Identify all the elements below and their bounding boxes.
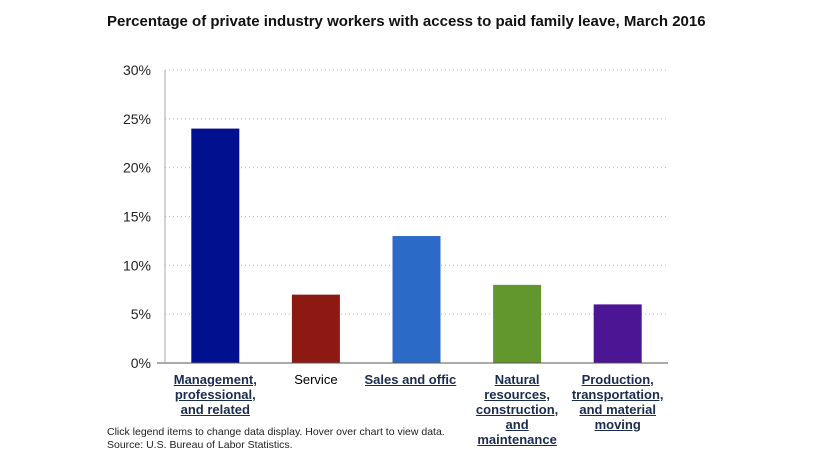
y-tick-label: 0%: [131, 355, 151, 371]
y-tick-label: 20%: [123, 160, 151, 176]
y-tick-label: 15%: [123, 209, 151, 225]
bar[interactable]: [392, 236, 441, 363]
x-tick-label: Service: [294, 372, 338, 387]
footnotes: Click legend items to change data displa…: [107, 426, 445, 452]
y-axis-ticks: 0% 5% 10% 15% 20% 25% 30%: [123, 62, 151, 371]
source-text: Source: U.S. Bureau of Labor Statistics.: [107, 439, 293, 451]
x-tick-label[interactable]: Natural resources, construction, and mai…: [475, 372, 559, 447]
y-tick-label: 5%: [131, 306, 151, 322]
y-tick-label: 25%: [123, 111, 151, 127]
bar[interactable]: [493, 284, 542, 363]
bar[interactable]: [593, 304, 642, 363]
bar[interactable]: [191, 128, 240, 363]
bars: [191, 128, 642, 363]
instructions-text: Click legend items to change data displa…: [107, 426, 445, 438]
y-tick-label: 10%: [123, 257, 151, 273]
x-tick-label[interactable]: Production, transportation, and material…: [571, 372, 664, 432]
chart-title: Percentage of private industry workers w…: [107, 13, 706, 30]
bar[interactable]: [291, 294, 340, 363]
y-tick-label: 30%: [123, 62, 151, 78]
x-tick-label[interactable]: Sales and offic: [364, 372, 457, 387]
x-tick-label[interactable]: Management, professional, and related: [173, 372, 257, 417]
